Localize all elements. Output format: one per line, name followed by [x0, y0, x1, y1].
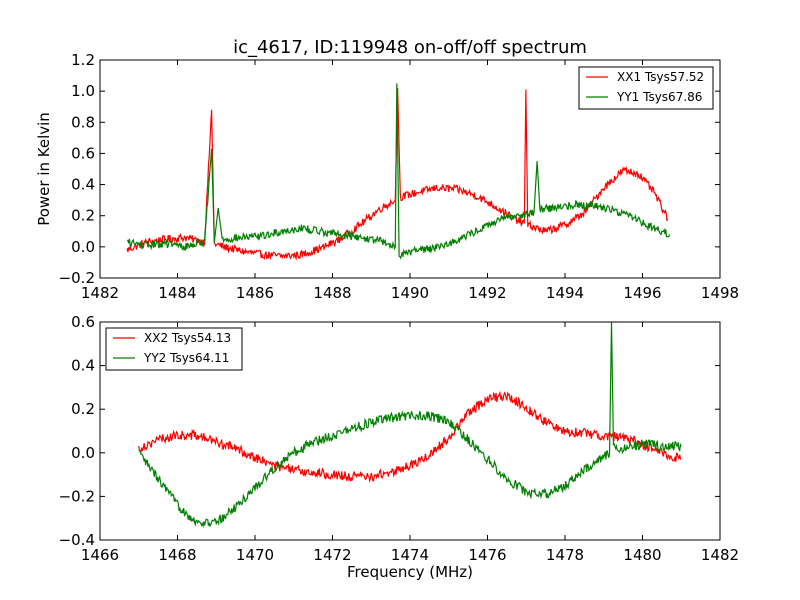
- bottom-x-axis-label: Frequency (MHz): [347, 563, 473, 581]
- legend-label: XX1 Tsys57.52: [617, 70, 704, 84]
- bottom-plot: 1466 1468 1470 1472 1474 1476 1478 1480 1482 −0.4…: [59, 313, 740, 564]
- legend-label: YY1 Tsys67.86: [616, 90, 702, 104]
- x-tick-label: 1494: [546, 284, 584, 302]
- y-tick-label: 0.4: [71, 176, 95, 194]
- y-tick-label: −0.2: [59, 269, 95, 287]
- y-tick-label: 1.2: [71, 51, 95, 69]
- x-tick-label: 1468: [158, 546, 196, 564]
- legend-label: XX2 Tsys54.13: [144, 331, 231, 345]
- x-tick-label: 1478: [546, 546, 584, 564]
- x-tick-label: 1492: [468, 284, 506, 302]
- legend-label: YY2 Tsys64.11: [143, 351, 229, 365]
- y-tick-label: 0.8: [71, 113, 95, 131]
- top-plot: 1482 1484 1486 1488 1490 1492 1494 1496 1498 −0.2…: [59, 51, 740, 302]
- series-line-bottom-1: [138, 390, 682, 483]
- y-tick-label: 0.0: [71, 238, 95, 256]
- series-line-bottom-2: [138, 322, 682, 529]
- y-tick-label: 0.4: [71, 357, 95, 375]
- x-tick-label: 1472: [313, 546, 351, 564]
- x-tick-label: 1480: [623, 546, 661, 564]
- chart-title: ic_4617, ID:119948 on-off/off spectrum: [233, 37, 587, 58]
- x-tick-label: 1498: [701, 284, 739, 302]
- y-tick-label: 0.0: [71, 444, 95, 462]
- x-tick-label: 1470: [236, 546, 274, 564]
- y-tick-label: −0.4: [59, 531, 95, 549]
- x-tick-label: 1488: [313, 284, 351, 302]
- top-y-axis-label: Power in Kelvin: [35, 112, 53, 226]
- y-tick-label: 0.2: [71, 400, 95, 418]
- legend-box: [105, 327, 243, 371]
- x-tick-label: 1474: [391, 546, 429, 564]
- x-tick-label: 1476: [468, 546, 506, 564]
- x-tick-label: 1466: [81, 546, 119, 564]
- x-tick-label: 1490: [391, 284, 429, 302]
- y-tick-label: −0.2: [59, 487, 95, 505]
- y-tick-label: 0.6: [71, 313, 95, 331]
- x-tick-label: 1484: [158, 284, 196, 302]
- y-tick-label: 0.2: [71, 207, 95, 225]
- x-tick-label: 1486: [236, 284, 274, 302]
- x-tick-label: 1496: [623, 284, 661, 302]
- x-tick-label: 1482: [81, 284, 119, 302]
- series-line-top-1: [126, 88, 669, 261]
- x-tick-label: 1482: [701, 546, 739, 564]
- y-tick-label: 1.0: [71, 82, 95, 100]
- series-line-top-2: [127, 83, 671, 260]
- legend-box: [578, 66, 714, 110]
- y-tick-label: 0.6: [71, 144, 95, 162]
